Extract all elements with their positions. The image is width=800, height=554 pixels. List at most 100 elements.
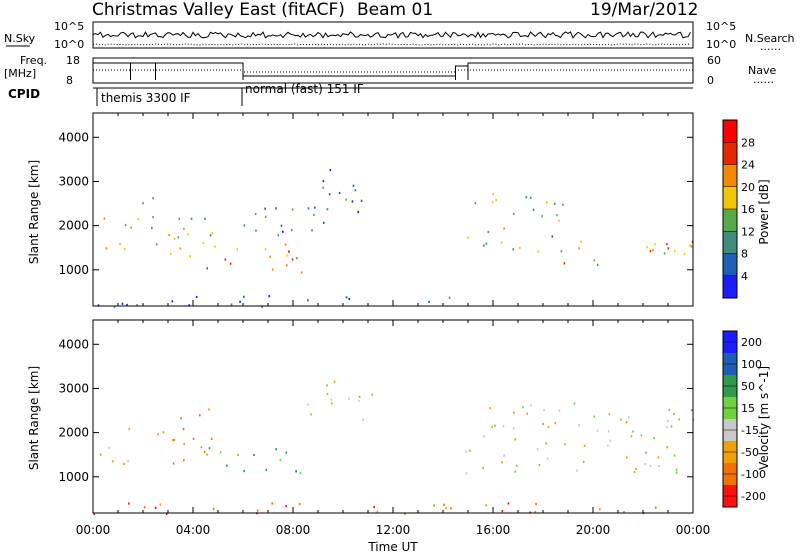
scatter-point bbox=[485, 504, 487, 507]
scatter-point bbox=[295, 470, 297, 473]
scatter-point bbox=[275, 207, 277, 210]
scatter-point bbox=[204, 217, 206, 220]
scatter-point bbox=[243, 469, 245, 473]
scatter-point bbox=[667, 247, 670, 250]
scatter-point bbox=[663, 252, 666, 255]
scatter-point bbox=[625, 421, 628, 424]
scatter-point bbox=[360, 199, 363, 202]
scatter-point bbox=[522, 406, 524, 409]
scatter-point bbox=[371, 393, 374, 396]
scatter-point bbox=[168, 233, 171, 237]
scatter-point bbox=[562, 203, 564, 206]
scatter-point bbox=[188, 304, 190, 307]
nsearch-trace bbox=[92, 43, 691, 46]
scatter-point bbox=[265, 468, 268, 471]
scatter-point bbox=[554, 422, 557, 425]
colorbar-tick-label: -100 bbox=[741, 468, 766, 481]
scatter-point bbox=[282, 230, 284, 233]
colorbar-tick-label: 50 bbox=[741, 380, 755, 393]
scatter-point bbox=[237, 453, 239, 457]
scatter-point bbox=[542, 422, 544, 426]
nsky-strip: N.Sky 10^5 10^0 10^5 10^0 N.Search .....… bbox=[4, 20, 795, 53]
station-title: Christmas Valley East (fitACF) bbox=[92, 0, 345, 20]
scatter-point bbox=[202, 241, 205, 245]
scatter-point bbox=[108, 446, 110, 449]
scatter-point bbox=[482, 466, 484, 470]
scatter-point bbox=[284, 243, 287, 246]
velocity-panel: 1000 2000 3000 4000 Slant Range [km] bbox=[27, 319, 695, 516]
scatter-point bbox=[219, 451, 222, 454]
freq-left-tick-top: 18 bbox=[66, 54, 80, 67]
scatter-point bbox=[551, 235, 554, 238]
scatter-point bbox=[450, 507, 452, 510]
scatter-point bbox=[329, 168, 332, 172]
time-tick-label: 08:00 bbox=[276, 523, 311, 537]
freq-strip: Freq. [MHz] 18 8 60 0 Nave ...... bbox=[4, 54, 776, 87]
scatter-point bbox=[333, 380, 336, 383]
beam-label: Beam 01 bbox=[357, 0, 433, 20]
scatter-point bbox=[211, 232, 214, 235]
scatter-point bbox=[264, 215, 267, 218]
scatter-point bbox=[673, 412, 675, 416]
time-tick-label: 20:00 bbox=[576, 523, 611, 537]
scatter-point bbox=[541, 215, 543, 218]
nsky-right-tick-bottom: 10^0 bbox=[706, 38, 736, 51]
scatter-point bbox=[128, 427, 131, 431]
scatter-point bbox=[173, 438, 176, 442]
scatter-point bbox=[358, 399, 360, 402]
scatter-point bbox=[503, 227, 505, 230]
scatter-point bbox=[666, 419, 669, 423]
nsky-left-tick-top: 10^5 bbox=[54, 20, 84, 33]
scatter-point bbox=[492, 193, 495, 196]
scatter-point bbox=[483, 435, 485, 438]
scatter-point bbox=[652, 249, 654, 252]
scatter-point bbox=[150, 226, 153, 230]
range-tick-label: 2000 bbox=[58, 219, 89, 233]
scatter-point bbox=[649, 464, 652, 468]
time-axis: 00:00 04:00 08:00 12:00 16:00 20:00 00:00 bbox=[76, 113, 710, 537]
colorbar-swatch bbox=[723, 164, 737, 188]
scatter-point bbox=[105, 247, 108, 250]
scatter-point bbox=[264, 248, 267, 251]
scatter-point bbox=[467, 236, 469, 239]
scatter-point bbox=[307, 403, 309, 406]
scatter-point bbox=[654, 506, 657, 509]
scatter-point bbox=[518, 246, 521, 250]
scatter-point bbox=[495, 199, 497, 202]
scatter-point bbox=[154, 506, 157, 509]
scatter-point bbox=[532, 208, 535, 211]
scatter-point bbox=[547, 425, 550, 428]
scatter-point bbox=[501, 510, 504, 513]
cpid-mode-themis: themis 3300 IF bbox=[101, 91, 191, 105]
scatter-point bbox=[264, 207, 266, 210]
scatter-point bbox=[254, 212, 257, 216]
scatter-point bbox=[268, 295, 271, 298]
scatter-point bbox=[553, 202, 556, 205]
nave-legend: ...... bbox=[753, 73, 774, 86]
scatter-point bbox=[152, 197, 154, 200]
scatter-point bbox=[678, 418, 681, 421]
scatter-point bbox=[573, 402, 576, 405]
scatter-point bbox=[658, 464, 660, 467]
scatter-point bbox=[609, 439, 612, 442]
scatter-point bbox=[206, 453, 208, 456]
scatter-point bbox=[195, 295, 198, 299]
scatter-point bbox=[443, 503, 445, 506]
scatter-point bbox=[206, 267, 208, 270]
velocity-ylabel: Slant Range [km] bbox=[27, 366, 41, 470]
scatter-point bbox=[578, 247, 580, 250]
scatter-point bbox=[119, 243, 121, 246]
scatter-point bbox=[310, 413, 312, 416]
scatter-point bbox=[256, 509, 259, 512]
scatter-point bbox=[269, 255, 272, 258]
scatter-point bbox=[620, 418, 622, 421]
scatter-point bbox=[128, 502, 130, 505]
cpid-label: CPID bbox=[8, 87, 40, 101]
freq-trace bbox=[92, 62, 694, 80]
scatter-point bbox=[322, 186, 324, 189]
cpid-strip: CPID themis 3300 IF normal (fast) 151 IF bbox=[8, 82, 693, 106]
power-ylabel: Slant Range [km] bbox=[27, 160, 41, 264]
colorbar-tick-label: 200 bbox=[741, 336, 762, 349]
scatter-point bbox=[536, 448, 539, 451]
scatter-point bbox=[298, 502, 301, 506]
